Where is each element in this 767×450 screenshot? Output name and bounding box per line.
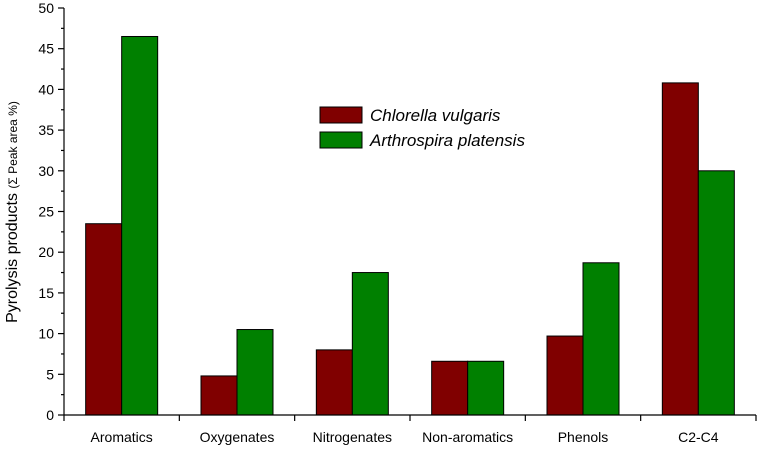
bar-chlorella-vulgaris-nitrogenates [315, 349, 353, 416]
y-tick-label: 40 [38, 81, 54, 97]
bar-chlorella-vulgaris-aromatics [85, 223, 123, 416]
y-tick-label: 10 [38, 326, 54, 342]
y-tick-label: 30 [38, 163, 54, 179]
bar-arthrospira-platensis-c2-c4 [697, 170, 735, 416]
bar-arthrospira-platensis-oxygenates [236, 329, 274, 416]
y-axis-label-main: Pyrolysis products [4, 189, 21, 323]
bar-chlorella-vulgaris-c2-c4 [661, 82, 699, 416]
y-tick-label: 45 [38, 41, 54, 57]
bar-arthrospira-platensis-phenols [582, 262, 620, 416]
legend-label: Arthrospira platensis [369, 131, 525, 150]
y-tick-label: 15 [38, 285, 54, 301]
legend: Chlorella vulgaris Arthrospira platensis [319, 106, 525, 150]
bar-arthrospira-platensis-non-aromatics [467, 360, 505, 416]
bars-group [85, 35, 735, 416]
y-tick-label: 5 [46, 366, 54, 382]
y-tick-label: 35 [38, 122, 54, 138]
x-axis: Aromatics Oxygenates Nitrogenates Non-aroma… [63, 414, 757, 445]
x-tick-label: C2-C4 [678, 429, 719, 445]
legend-label: Chlorella vulgaris [370, 106, 501, 125]
y-tick-label: 25 [38, 204, 54, 220]
legend-swatch [319, 106, 363, 124]
bar-arthrospira-platensis-aromatics [121, 35, 159, 416]
y-axis-label: Pyrolysis products (Σ Peak area %) [4, 101, 21, 323]
x-tick-label: Aromatics [91, 429, 153, 445]
y-axis: 0 5 10 15 20 25 30 35 40 45 50 [38, 0, 65, 423]
y-tick-label: 50 [38, 0, 54, 16]
x-tick-label: Non-aromatics [422, 429, 513, 445]
x-tick-label: Oxygenates [200, 429, 275, 445]
bar-chlorella-vulgaris-phenols [546, 335, 584, 416]
y-tick-label: 0 [46, 407, 54, 423]
bar-arthrospira-platensis-nitrogenates [351, 272, 389, 416]
x-tick-label: Phenols [558, 429, 609, 445]
y-tick-label: 20 [38, 244, 54, 260]
x-tick-label: Nitrogenates [313, 429, 392, 445]
legend-swatch [319, 131, 363, 149]
bar-chlorella-vulgaris-non-aromatics [431, 360, 469, 416]
bar-chlorella-vulgaris-oxygenates [200, 375, 238, 416]
y-axis-label-detail: (Σ Peak area %) [6, 101, 20, 188]
